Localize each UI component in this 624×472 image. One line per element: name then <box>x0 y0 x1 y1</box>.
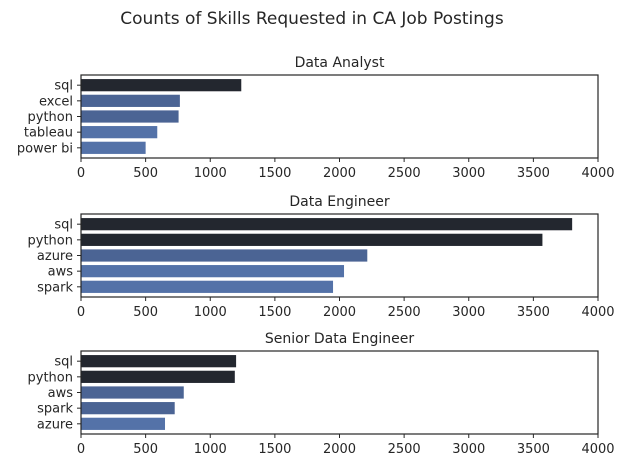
bar-2-azure <box>81 417 166 430</box>
bar-2-python <box>81 370 235 383</box>
y-tick-label-1-3: aws <box>48 265 74 280</box>
x-tick-label-0-5: 2500 <box>388 166 421 181</box>
bar-1-aws <box>81 265 345 278</box>
x-tick-label-1-4: 2000 <box>323 305 356 320</box>
x-tick-label-2-3: 1500 <box>258 442 291 457</box>
y-tick-label-0-1: excel <box>39 94 73 109</box>
bar-2-sql <box>81 355 237 368</box>
bar-0-sql <box>81 79 242 92</box>
x-tick-label-0-6: 3000 <box>452 166 485 181</box>
x-tick-label-0-0: 0 <box>77 166 85 181</box>
x-tick-label-0-7: 3500 <box>517 166 550 181</box>
x-tick-label-1-0: 0 <box>77 305 85 320</box>
bar-0-tableau <box>81 126 158 139</box>
x-tick-label-0-4: 2000 <box>323 166 356 181</box>
y-tick-label-1-0: sql <box>54 218 73 233</box>
x-tick-label-1-7: 3500 <box>517 305 550 320</box>
x-tick-label-2-6: 3000 <box>452 442 485 457</box>
axes-frame-0 <box>80 74 599 159</box>
axes-frame-1 <box>80 213 599 298</box>
panel-title-0: Data Analyst <box>295 55 385 71</box>
y-tick-label-1-1: python <box>28 233 73 248</box>
x-tick-label-1-8: 4000 <box>581 305 614 320</box>
x-tick-label-2-0: 0 <box>77 442 85 457</box>
axes-frame-2 <box>80 350 599 435</box>
y-tick-label-2-2: aws <box>48 386 74 401</box>
panel-title-2: Senior Data Engineer <box>265 331 415 347</box>
x-tick-label-2-2: 1000 <box>194 442 227 457</box>
y-tick-label-2-4: azure <box>37 417 73 432</box>
y-tick-label-0-3: tableau <box>24 126 73 141</box>
x-tick-label-2-4: 2000 <box>323 442 356 457</box>
x-tick-label-1-3: 1500 <box>258 305 291 320</box>
bar-0-python <box>81 110 179 123</box>
x-tick-label-0-3: 1500 <box>258 166 291 181</box>
y-tick-label-2-3: spark <box>37 402 73 417</box>
x-tick-label-1-5: 2500 <box>388 305 421 320</box>
x-tick-label-2-8: 4000 <box>581 442 614 457</box>
x-tick-label-0-2: 1000 <box>194 166 227 181</box>
y-tick-label-0-2: python <box>28 110 73 125</box>
figure-title: Counts of Skills Requested in CA Job Pos… <box>120 9 504 29</box>
bar-2-spark <box>81 402 175 415</box>
panel-title-1: Data Engineer <box>289 194 389 210</box>
bar-1-python <box>81 233 543 246</box>
bar-1-sql <box>81 218 573 231</box>
y-tick-label-0-0: sql <box>54 79 73 94</box>
y-tick-label-0-4: power bi <box>17 141 73 156</box>
x-tick-label-2-1: 500 <box>133 442 158 457</box>
x-tick-label-0-8: 4000 <box>581 166 614 181</box>
x-tick-label-0-1: 500 <box>133 166 158 181</box>
x-tick-label-2-5: 2500 <box>388 442 421 457</box>
x-tick-label-2-7: 3500 <box>517 442 550 457</box>
x-tick-label-1-1: 500 <box>133 305 158 320</box>
y-tick-label-2-0: sql <box>54 355 73 370</box>
bar-1-azure <box>81 249 368 262</box>
x-tick-label-1-2: 1000 <box>194 305 227 320</box>
y-tick-label-2-1: python <box>28 370 73 385</box>
bar-2-aws <box>81 386 184 399</box>
bar-0-power-bi <box>81 141 146 154</box>
x-tick-label-1-6: 3000 <box>452 305 485 320</box>
bar-1-spark <box>81 280 334 293</box>
y-tick-label-1-2: azure <box>37 249 73 264</box>
y-tick-label-1-4: spark <box>37 280 73 295</box>
bar-0-excel <box>81 94 180 107</box>
